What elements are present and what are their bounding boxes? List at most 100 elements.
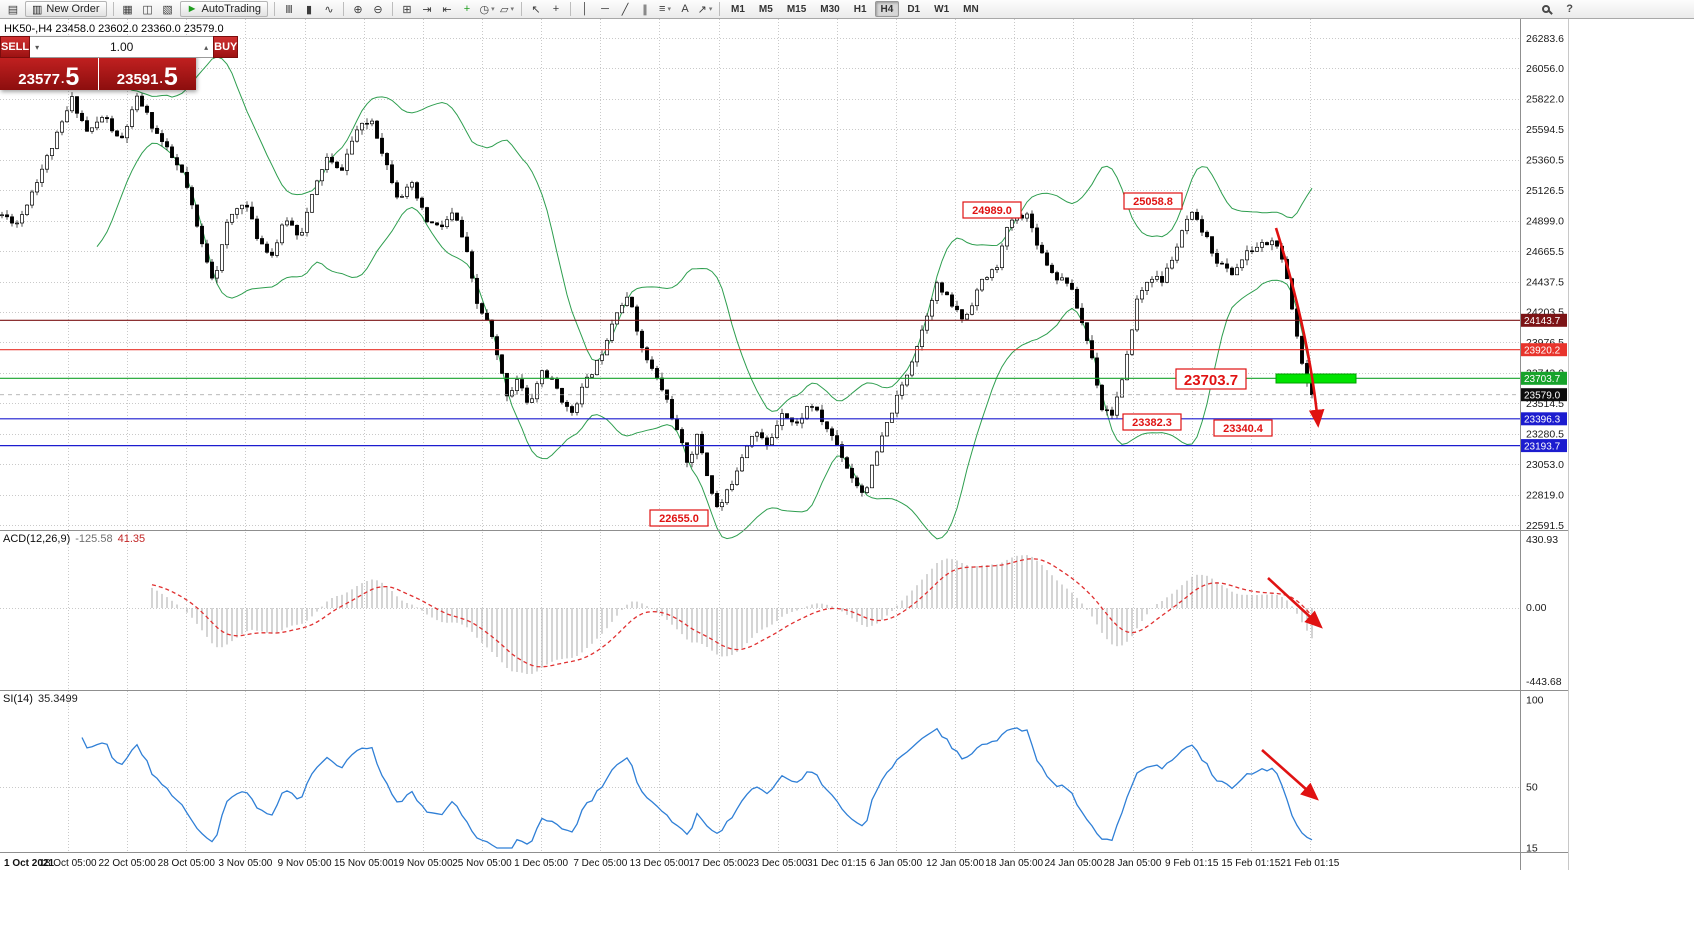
trendline-icon[interactable]: ╱ [615,1,635,17]
tile-windows-icon[interactable]: ⊞ [397,1,417,17]
buy-price-panel[interactable]: 23591. 5 [98,58,196,91]
price-axis-label: 26056.0 [1526,63,1564,75]
highlight-level-bar[interactable] [1275,373,1357,384]
price-axis-label: 23053.0 [1526,459,1564,471]
buy-price-main: 23591 [116,70,159,88]
volume-decrease-icon[interactable]: ▾ [35,42,40,52]
navigator-icon[interactable]: ▧ [158,1,178,17]
price-annotation-box[interactable] [1213,419,1273,437]
autotrading-button[interactable]: ► AutoTrading [179,1,269,17]
vertical-line-icon[interactable]: │ [575,1,595,17]
timeframe-m30[interactable]: M30 [820,4,840,15]
axis-price-badge-text: 23579.0 [1524,391,1561,402]
template-icon[interactable]: ▱ ▾ [497,1,517,17]
timeframe-m1[interactable]: M1 [731,4,745,15]
time-axis-label: 24 Jan 05:00 [1044,858,1102,869]
price-annotation-box[interactable] [649,509,709,527]
sell-button[interactable]: SELL [0,36,31,58]
buy-button[interactable]: BUY [213,36,239,58]
sell-price-main: 23577 [18,70,60,88]
line-chart-icon[interactable]: ∿ [319,1,339,17]
search-icon[interactable] [1542,5,1551,13]
axis-price-badge-text: 23703.7 [1524,374,1561,385]
volume-input[interactable] [44,37,200,57]
macd-indicator-label: ACD(12,26,9) -125.58 41.35 [3,533,145,545]
chart-grid [0,19,1520,852]
help-icon[interactable]: ? [1566,3,1573,15]
price-axis-label: 25594.5 [1526,124,1564,136]
price-axis-label: 24899.0 [1526,215,1564,227]
toolbar-separator [392,2,394,16]
crosshair-icon[interactable]: + [546,1,566,17]
timeframe-mn[interactable]: MN [963,4,979,15]
zoom-out-icon-glyph: ⊖ [373,3,383,16]
sell-price-dot: . [60,72,65,87]
sell-price-panel[interactable]: 23577. 5 [0,58,98,90]
tile-windows-icon-glyph: ⊞ [402,3,412,16]
axis-price-badge [1521,439,1567,453]
axis-price-badge-text: 23396.3 [1524,415,1561,426]
price-annotation-box[interactable] [1175,368,1247,390]
add-indicator-icon[interactable]: + [457,1,477,17]
new-order-button[interactable]: ▥ New Order [25,1,107,17]
fibonacci-icon[interactable]: ≡ ▾ [655,1,675,17]
line-chart-icon-glyph: ∿ [324,3,334,16]
price-annotation-text: 22655.0 [659,513,699,525]
data-window-icon-glyph: ◫ [142,3,153,16]
price-axis-label: 25126.5 [1526,185,1564,197]
macd-signal-value: 41.35 [117,533,146,545]
macd-main-value: -125.58 [75,533,113,545]
candlestick-chart-icon[interactable]: ▮ [299,1,319,17]
chevron-down-icon: ▾ [708,6,713,13]
rsi-line [81,727,1313,849]
bar-chart-icon[interactable]: Ⅲ [279,1,299,17]
auto-scroll-icon-glyph: ⇥ [422,3,432,16]
timeframe-m15[interactable]: M15 [786,4,807,15]
rsi-axis-label: 100 [1526,695,1544,707]
data-window-icon[interactable]: ◫ [138,1,158,17]
new-chart-icon-glyph: ▤ [7,3,19,16]
autotrading-button-label: AutoTrading [201,3,262,15]
chart-ohlc-title: HK50-,H4 23458.0 23602.0 23360.0 23579.0 [4,23,224,35]
vertical-line-icon-glyph: │ [581,3,589,15]
zoom-in-icon[interactable]: ⊕ [348,1,368,17]
time-axis-label: 1 Oct 2021 [4,858,54,869]
market-watch-icon[interactable]: ▦ [118,1,138,17]
price-annotation-text: 23382.3 [1132,417,1172,429]
zoom-out-icon[interactable]: ⊖ [368,1,388,17]
toolbar-right-group: ? [1542,3,1573,15]
chevron-down-icon: ▾ [491,6,495,13]
buy-price-pip: 5 [163,62,178,91]
period-icon[interactable]: ◷ ▾ [477,1,497,17]
time-axis-label: 25 Nov 05:00 [452,858,512,869]
add-indicator-icon-glyph: + [463,3,471,15]
cursor-icon[interactable]: ↖ [526,1,546,17]
horizontal-line-icon[interactable]: ─ [595,1,615,17]
volume-increase-icon[interactable]: ▴ [204,42,209,52]
channel-icon[interactable]: ∥ [635,1,655,17]
price-annotation-box[interactable] [1123,192,1183,210]
new-chart-icon[interactable]: ▤ [3,1,23,17]
market-watch-icon-glyph: ▦ [122,3,133,16]
price-annotation-box[interactable] [962,201,1022,219]
macd-axis-label: -443.68 [1526,676,1562,688]
timeframe-h1[interactable]: H1 [853,4,867,15]
price-annotation-box[interactable] [1122,413,1182,431]
price-down-arrow[interactable] [1274,227,1325,428]
new-order-glyph: ▥ [32,3,43,16]
timeframe-m5[interactable]: M5 [758,4,773,15]
price-axis-label: 22819.0 [1526,489,1564,501]
text-icon[interactable]: A [675,1,695,17]
chart-shift-icon[interactable]: ⇤ [437,1,457,17]
macd-down-arrow[interactable] [1267,577,1323,629]
auto-scroll-icon[interactable]: ⇥ [417,1,437,17]
time-axis-label: 3 Nov 05:00 [218,858,272,869]
timeframe-w1[interactable]: W1 [934,4,950,15]
timeframe-d1[interactable]: D1 [907,4,921,15]
time-axis-label: 28 Oct 05:00 [158,858,216,869]
timeframe-h4[interactable]: H4 [874,1,900,17]
arrow-tool-icon[interactable]: ↗ ▾ [695,1,715,17]
rsi-down-arrow[interactable] [1261,749,1319,801]
